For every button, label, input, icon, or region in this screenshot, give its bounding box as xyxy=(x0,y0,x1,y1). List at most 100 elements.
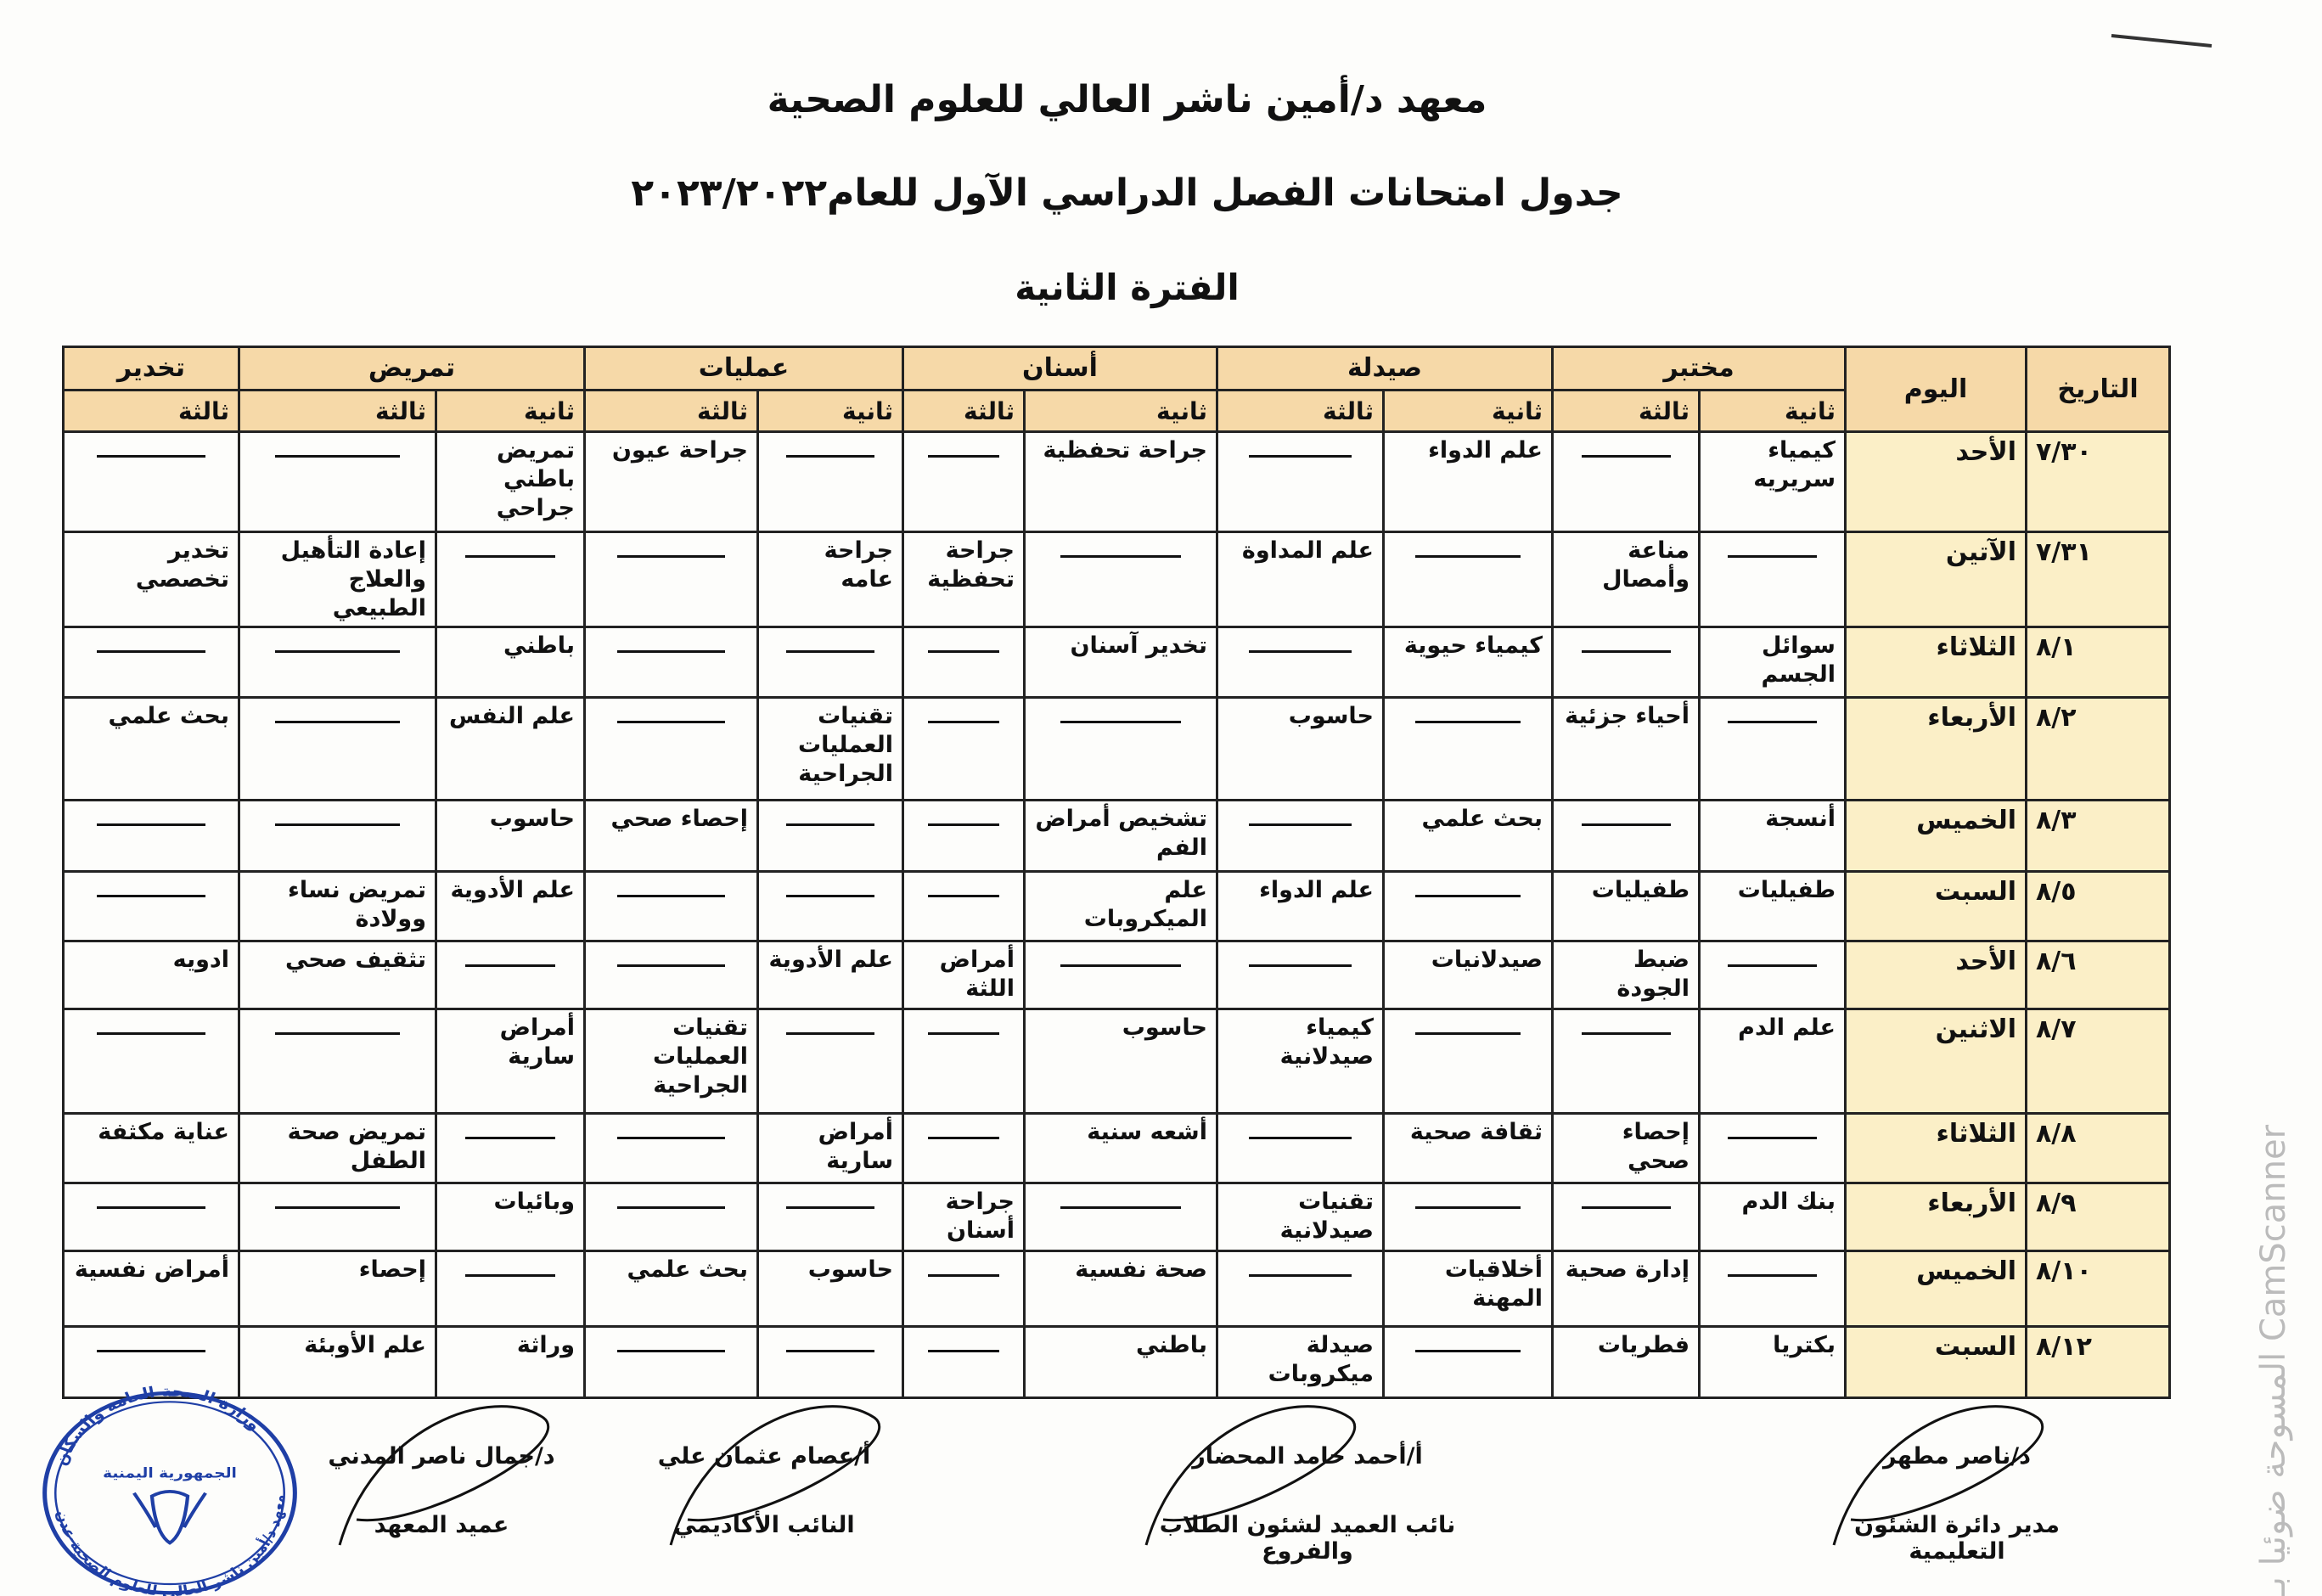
period-title: الفترة الثانية xyxy=(1015,267,1240,308)
no-exam-dash: — xyxy=(786,455,874,458)
exam-cell: علم الدواء xyxy=(1382,430,1554,533)
exam-cell: إدارة صحية xyxy=(1551,1250,1701,1329)
exam-cell: — xyxy=(1551,430,1701,533)
no-exam-dash: — xyxy=(928,1274,999,1278)
exam-cell: — xyxy=(238,799,437,874)
exam-cell: — xyxy=(1382,870,1554,943)
exam-cell: — xyxy=(62,626,240,700)
pen-mark xyxy=(2111,34,2212,48)
exam-cell: — xyxy=(583,696,759,802)
no-exam-dash: — xyxy=(275,823,400,827)
exam-cell: — xyxy=(1023,1182,1218,1253)
exam-cell: علم المداوة xyxy=(1216,530,1385,629)
no-exam-dash: — xyxy=(275,455,400,458)
no-exam-dash: — xyxy=(786,823,874,827)
no-exam-dash: — xyxy=(1581,1032,1671,1036)
exam-cell: — xyxy=(1382,1325,1554,1400)
exam-cell: حاسوب xyxy=(435,799,586,874)
no-exam-dash: — xyxy=(617,1350,725,1353)
no-exam-dash: — xyxy=(275,1206,400,1210)
exam-cell: — xyxy=(1382,530,1554,629)
no-exam-dash: — xyxy=(1248,1274,1352,1278)
no-exam-dash: — xyxy=(928,895,999,898)
no-exam-dash: — xyxy=(928,1137,999,1140)
exam-cell: إعادة التأهيل والعلاج الطبيعي xyxy=(238,530,437,629)
no-exam-dash: — xyxy=(1728,964,1817,968)
handwritten-signature xyxy=(1832,1405,2044,1546)
exam-cell: جراحة أسنان xyxy=(902,1182,1026,1253)
exam-cell: — xyxy=(1698,696,1847,802)
no-exam-dash: — xyxy=(617,1206,725,1210)
exam-cell: — xyxy=(62,1182,240,1253)
no-exam-dash: — xyxy=(96,1032,206,1036)
exam-cell: — xyxy=(1698,1250,1847,1329)
eagle-emblem-icon xyxy=(132,1490,207,1545)
level-header: ثالثة xyxy=(902,389,1026,433)
department-header: صيدلة xyxy=(1216,346,1554,391)
signatory-name: أ/عصام عثمان علي xyxy=(657,1443,871,1470)
no-exam-dash: — xyxy=(1060,964,1182,968)
exam-cell: — xyxy=(902,626,1026,700)
exam-cell: — xyxy=(583,1182,759,1253)
no-exam-dash: — xyxy=(464,555,556,558)
exam-cell: — xyxy=(583,626,759,700)
no-exam-dash: — xyxy=(928,823,999,827)
date-cell: ٨/٢ xyxy=(2025,696,2171,802)
handwritten-signature xyxy=(1144,1405,1357,1546)
exam-cell: جراحة تحفظية xyxy=(902,530,1026,629)
camscanner-watermark: المسوحة ضوئيا بـ CamScanner xyxy=(2254,1124,2293,1596)
exam-cell: — xyxy=(902,1325,1026,1400)
day-cell: الأربعاء xyxy=(1844,1182,2027,1253)
exam-cell: جراحة عيون xyxy=(583,430,759,533)
exam-cell: باطني xyxy=(435,626,586,700)
exam-cell: — xyxy=(756,1008,904,1116)
signatory-name: أ/أحمد حامد المحضار xyxy=(1192,1443,1423,1470)
exam-cell: تشخيص أمراض الفم xyxy=(1023,799,1218,874)
department-header: أسنان xyxy=(902,346,1218,391)
signature-block: د/جمال ناصر المدني عميد المعهد xyxy=(323,1405,560,1546)
date-cell: ٨/٣ xyxy=(2025,799,2171,874)
exam-cell: — xyxy=(62,1325,240,1400)
date-header: التاريخ xyxy=(2025,346,2171,433)
exam-cell: ثقافة صحية xyxy=(1382,1112,1554,1185)
level-header: ثالثة xyxy=(1551,389,1701,433)
exam-cell: صيدلة ميكروبات xyxy=(1216,1325,1385,1400)
exam-cell: وراثة xyxy=(435,1325,586,1400)
exam-cell: — xyxy=(1698,530,1847,629)
exam-cell: علم الأدوية xyxy=(435,870,586,943)
day-cell: الخميس xyxy=(1844,799,2027,874)
svg-text:معهد د/أمين ناشر العالي للعلوم: معهد د/أمين ناشر العالي للعلوم الصحية-عد… xyxy=(52,1494,289,1596)
no-exam-dash: — xyxy=(617,721,725,724)
exam-cell: — xyxy=(902,430,1026,533)
no-exam-dash: — xyxy=(928,721,999,724)
exam-cell: — xyxy=(756,870,904,943)
svg-text:وزارة الصحة العامة والسكان: وزارة الصحة العامة والسكان xyxy=(51,1384,265,1468)
exam-cell: — xyxy=(756,626,904,700)
exam-cell: أمراض نفسية xyxy=(62,1250,240,1329)
exam-cell: — xyxy=(583,1325,759,1400)
exam-cell: تمريض باطني جراحي xyxy=(435,430,586,533)
exam-cell: — xyxy=(756,430,904,533)
exam-cell: تخدير تخصصي xyxy=(62,530,240,629)
exam-cell: — xyxy=(1216,1112,1385,1185)
no-exam-dash: — xyxy=(96,650,206,654)
signatory-role: النائب الأكاديمي xyxy=(673,1512,855,1538)
exam-cell: — xyxy=(1216,626,1385,700)
exam-cell: — xyxy=(1551,626,1701,700)
no-exam-dash: — xyxy=(1415,1206,1521,1210)
exam-cell: تقنيات العمليات الجراحية xyxy=(583,1008,759,1116)
exam-cell: — xyxy=(435,940,586,1011)
day-cell: السبت xyxy=(1844,1325,2027,1400)
exam-cell: تقنيات العمليات الجراحية xyxy=(756,696,904,802)
exam-cell: — xyxy=(902,1250,1026,1329)
no-exam-dash: — xyxy=(1581,650,1671,654)
day-header: اليوم xyxy=(1844,346,2027,433)
exam-cell: بحث علمي xyxy=(1382,799,1554,874)
no-exam-dash: — xyxy=(1581,1206,1671,1210)
level-header: ثالثة xyxy=(238,389,437,433)
institute-title: معهد د/أمين ناشر العالي للعلوم الصحية xyxy=(767,78,1487,121)
